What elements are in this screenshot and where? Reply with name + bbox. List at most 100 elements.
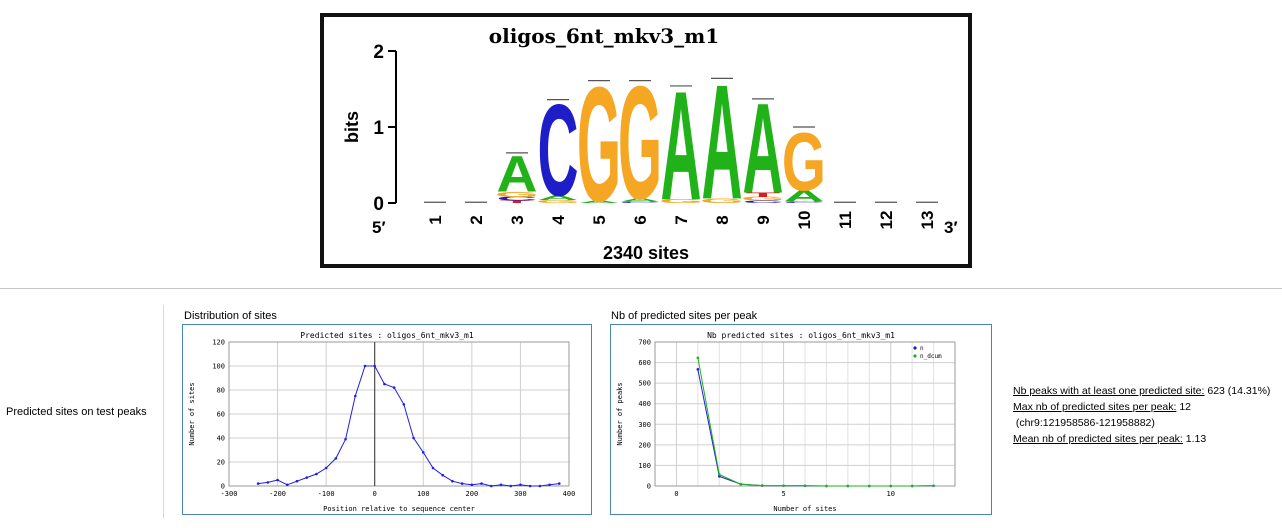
distribution-chart-svg: Predicted sites : oligos_6nt_mkv3_m1 -300… [188,331,575,513]
data-point [441,473,445,477]
logo-letter-G: G [659,198,703,204]
sites-per-peak-chart: Nb predicted sites : oligos_6nt_mkv3_m1 0… [610,324,992,515]
logo-ylabel: bits [342,111,362,143]
three-prime-label: 3′ [944,218,958,237]
xtick-label: 300 [514,490,527,498]
data-point [489,484,493,488]
ytick-label: 200 [638,441,651,449]
series-line-0 [258,365,560,487]
series-line-n_dcum [697,357,934,487]
data-point [412,436,415,440]
logo-letter-A: A [743,77,784,219]
logo-position-label: 1 [426,215,445,224]
row-label: Predicted sites on test peaks [6,406,147,418]
data-point [739,482,743,486]
data-point [509,484,513,488]
column-divider [163,305,164,518]
logo-letter-C: C [784,201,825,203]
peaks-with-site-link[interactable]: Nb peaks with at least one predicted sit… [1013,385,1205,397]
x-axis-label: Position relative to sequence center [323,505,475,513]
logo-position-label: 8 [713,215,732,224]
five-prime-label: 5′ [372,218,386,237]
logo-letter-A: A [538,194,579,201]
logo-letter-A: A [579,200,620,204]
data-point [696,368,700,371]
legend-label: n_dcum [920,353,942,360]
data-point [353,394,357,398]
data-point [889,484,893,488]
data-point [402,403,406,406]
logo-letter-T: T [746,191,781,198]
xtick-label: 0 [373,490,377,498]
logo-letter-G: G [618,52,662,233]
data-point [276,478,279,482]
data-point [460,482,464,485]
logo-letter-G: G [495,190,539,198]
xtick-label: -300 [221,490,238,498]
panel-distribution-title: Distribution of sites [184,310,277,322]
data-point [373,364,377,368]
data-point [285,483,289,487]
data-point [344,437,347,441]
legend-label: n [920,345,924,352]
logo-position-label: 9 [754,215,773,224]
logo-letter-C: C [497,196,538,202]
data-point [932,484,935,488]
stats-block: Nb peaks with at least one predicted sit… [1013,383,1270,447]
ytick-label: 20 [217,459,225,467]
peaks-with-site-value: 623 (14.31%) [1207,385,1271,397]
sites-per-peak-chart-svg: Nb predicted sites : oligos_6nt_mkv3_m1 0… [616,331,956,513]
distribution-chart: Predicted sites : oligos_6nt_mkv3_m1 -300… [182,324,592,515]
xtick-label: 100 [417,490,430,498]
chart-title: Predicted sites : oligos_6nt_mkv3_m1 [300,331,474,340]
logo-letter-C: C [743,200,784,204]
ytick-label: 600 [638,359,651,367]
ytick-label: 100 [212,363,225,371]
data-point [696,356,700,360]
logo-letter-C: C [620,201,661,203]
mean-sites-value: 1.13 [1185,433,1207,445]
data-point [782,484,785,488]
logo-letter-G: G [536,199,580,204]
data-point [334,457,338,460]
data-point [867,484,871,488]
data-point [803,484,807,488]
data-point [528,484,532,488]
legend-marker [913,346,917,350]
data-point [910,484,914,488]
data-point [451,479,454,483]
max-sites-coords: (chr9:121958586-121958882) [1015,417,1155,429]
data-point [480,482,483,485]
xtick-label: -200 [269,490,286,498]
logo-letter-A: A [661,58,702,232]
data-point [717,475,721,478]
max-sites-link[interactable]: Max nb of predicted sites per peak: [1013,401,1177,413]
data-point [363,364,367,368]
logo-letter-C: C [538,79,579,224]
logo-ytick-label: 2 [373,42,384,63]
data-point [295,479,299,483]
logo-letter-G: G [782,116,826,208]
panel-sites-per-peak-title: Nb of predicted sites per peak [611,310,758,322]
y-axis-label: Number of peaks [616,382,624,445]
data-point [825,484,828,488]
logo-position-label: 12 [877,211,896,230]
logo-letter-G: G [700,197,744,204]
data-point [392,386,396,389]
logo-position-label: 2 [467,215,486,224]
chart-title: Nb predicted sites : oligos_6nt_mkv3_m1 [707,331,895,340]
logo-ytick-label: 0 [373,194,384,215]
data-point [548,483,551,487]
data-point [324,466,328,470]
ytick-label: 0 [221,483,225,491]
ytick-label: 700 [638,339,651,347]
ytick-label: 100 [638,462,651,470]
mean-sites-link[interactable]: Mean nb of predicted sites per peak: [1013,433,1183,445]
ytick-label: 500 [638,380,651,388]
data-point [256,482,260,485]
plot-frame [228,341,570,487]
ytick-label: 60 [217,411,225,419]
data-point [499,483,503,487]
logo-position-label: 5 [590,215,609,224]
